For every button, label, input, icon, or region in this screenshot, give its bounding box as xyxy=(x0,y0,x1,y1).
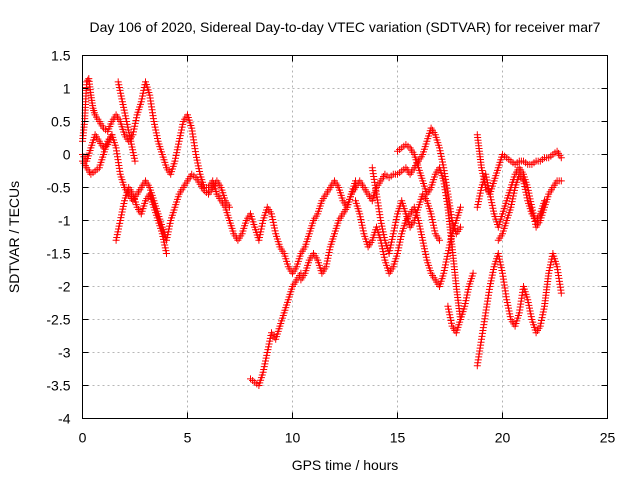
data-point xyxy=(226,203,233,211)
data-point xyxy=(469,269,477,277)
data-points xyxy=(79,75,565,389)
y-tick-label: -0.5 xyxy=(46,180,70,196)
y-tick-label: 0.5 xyxy=(51,114,71,130)
data-point xyxy=(457,223,464,231)
x-tick-label: 25 xyxy=(600,430,616,446)
chart-title: Day 106 of 2020, Sidereal Day-to-day VTE… xyxy=(90,19,601,35)
y-tick-label: -1.5 xyxy=(46,246,70,262)
y-tick-label: -2 xyxy=(58,279,71,295)
data-point xyxy=(163,250,170,257)
data-point xyxy=(541,197,548,205)
y-tick-label: 1.5 xyxy=(51,48,71,64)
data-point xyxy=(557,154,565,162)
y-tick-label: -3 xyxy=(58,345,71,361)
y-tick-label: 1 xyxy=(63,81,71,97)
data-point-interp xyxy=(84,76,92,84)
x-tick-label: 5 xyxy=(184,430,192,446)
y-tick-label: -1 xyxy=(58,213,71,229)
x-tick-label: 10 xyxy=(285,430,301,446)
x-tick-label: 20 xyxy=(495,430,511,446)
y-tick-label: -2.5 xyxy=(46,312,70,328)
x-axis-label: GPS time / hours xyxy=(292,457,399,473)
x-tick-labels: 0 5 10 15 20 25 xyxy=(79,430,616,446)
data-point xyxy=(131,157,139,165)
y-axis-label: SDTVAR / TECUs xyxy=(6,181,22,293)
y-tick-label: 0 xyxy=(63,147,71,163)
data-point xyxy=(436,236,443,244)
y-tick-labels: 1.5 1 0.5 0 -0.5 -1 -1.5 -2 -2.5 -3 -3.5 -4 xyxy=(46,48,70,427)
data-point xyxy=(457,203,464,211)
plot-frame xyxy=(82,55,608,419)
x-tick-label: 0 xyxy=(79,430,87,446)
data-point xyxy=(557,289,565,297)
y-tick-label: -4 xyxy=(58,411,71,427)
data-point xyxy=(108,131,116,139)
x-tick-label: 15 xyxy=(390,430,406,446)
axis-ticks xyxy=(82,55,608,419)
y-tick-label: -3.5 xyxy=(46,378,70,394)
data-point xyxy=(557,177,565,185)
